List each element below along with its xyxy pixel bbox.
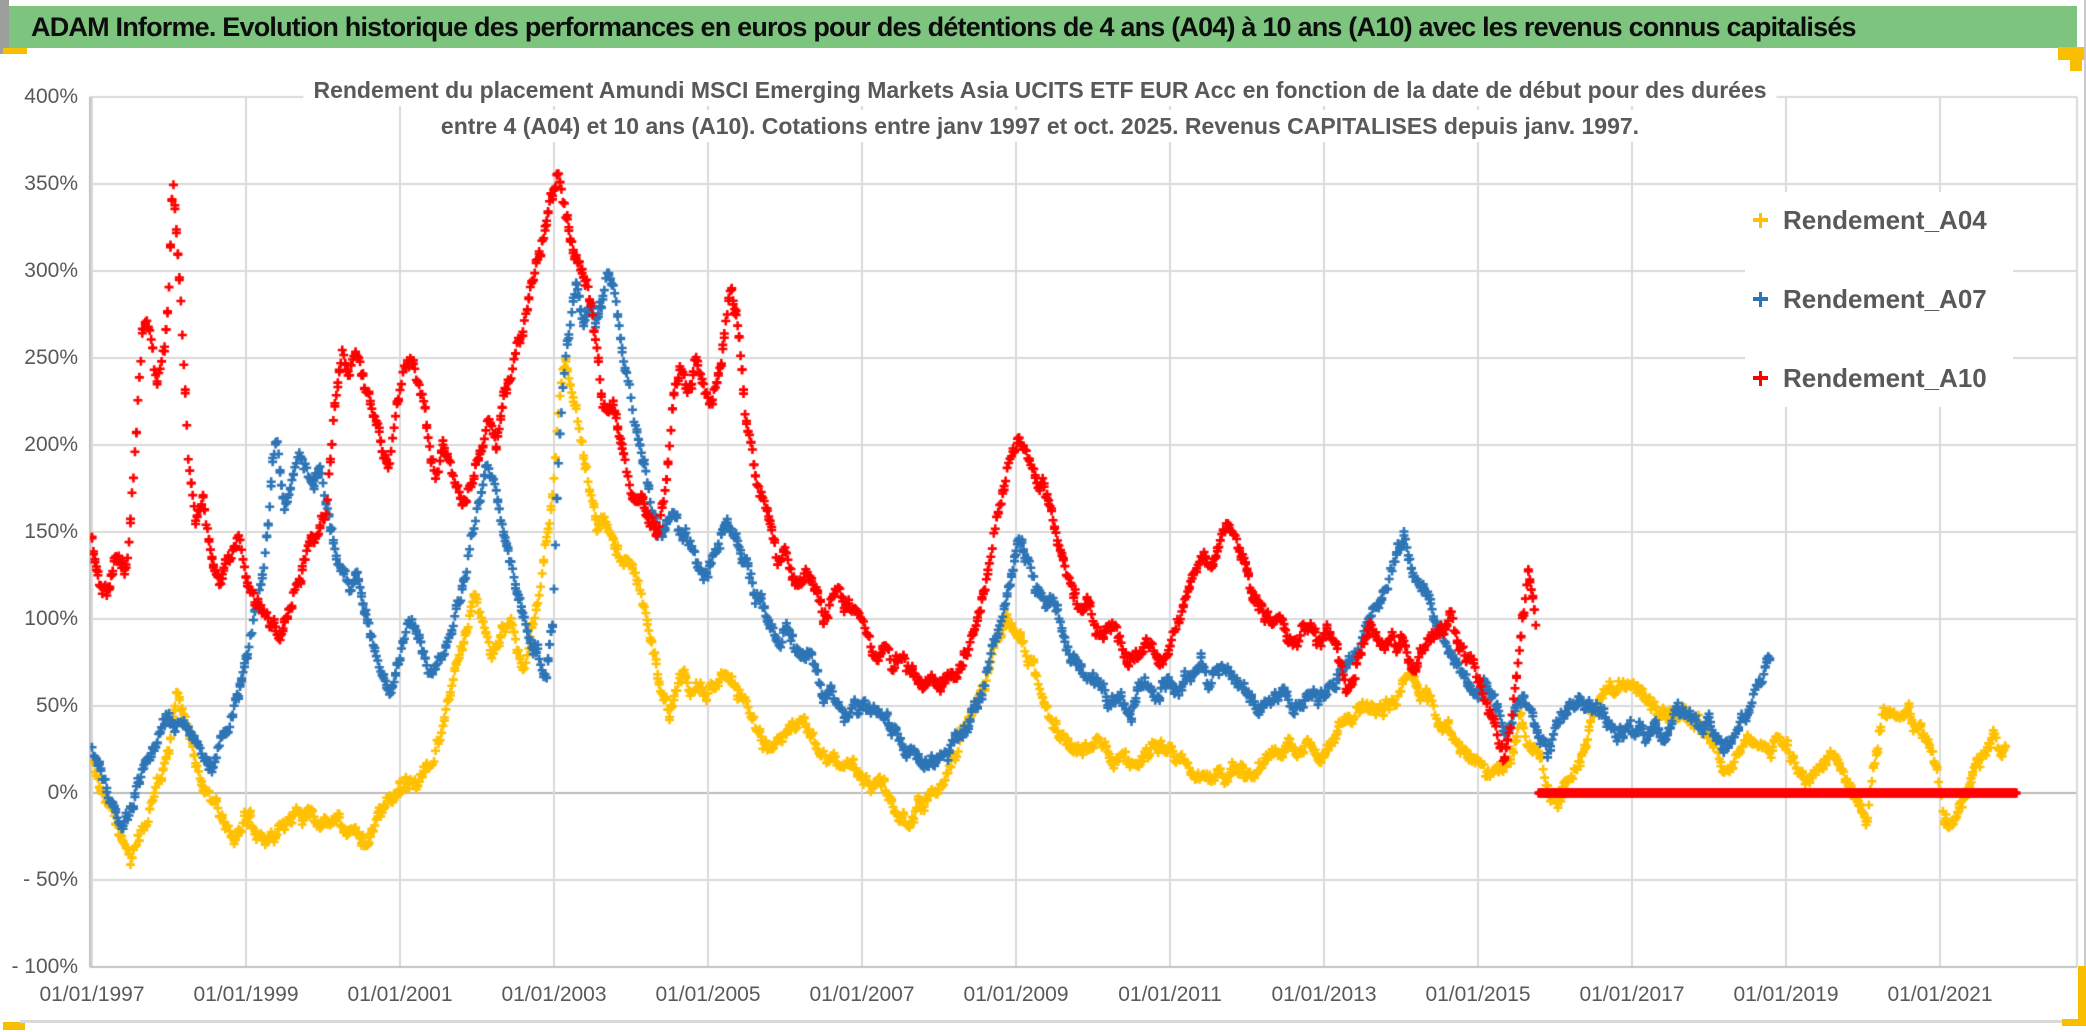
plus-marker-icon xyxy=(1753,291,1768,307)
legend-item-rendement-a04[interactable]: Rendement_A04 xyxy=(1753,202,1987,238)
y-axis-label: 100% xyxy=(24,607,78,630)
x-axis-label: 01/01/2021 xyxy=(1887,983,1993,1006)
x-axis-label: 01/01/1999 xyxy=(193,983,299,1006)
y-axis-label: 50% xyxy=(35,694,78,717)
y-axis-label: 300% xyxy=(24,259,78,282)
y-axis-label: 250% xyxy=(24,346,78,369)
plus-marker-icon xyxy=(1753,370,1768,386)
y-axis-label: 150% xyxy=(24,520,78,543)
x-axis-label: 01/01/2007 xyxy=(809,983,915,1006)
plus-marker-icon xyxy=(1753,212,1768,228)
legend-label: Rendement_A04 xyxy=(1783,204,1987,235)
x-axis-label: 01/01/2011 xyxy=(1118,983,1222,1006)
x-axis-label: 01/01/2015 xyxy=(1425,983,1531,1006)
legend-label: Rendement_A10 xyxy=(1783,362,1987,393)
y-axis-label: 200% xyxy=(24,433,78,456)
chart-title-line1: Rendement du placement Amundi MSCI Emerg… xyxy=(303,74,1777,106)
chart-title-line2: entre 4 (A04) et 10 ans (A10). Cotations… xyxy=(430,110,1650,142)
y-axis-label: 400% xyxy=(24,85,78,108)
x-axis-label: 01/01/2003 xyxy=(501,983,607,1006)
x-axis-label: 01/01/2001 xyxy=(347,983,453,1006)
y-axis-label: 350% xyxy=(24,172,78,195)
legend-item-rendement-a10[interactable]: Rendement_A10 xyxy=(1753,360,1987,396)
y-axis-label: 0% xyxy=(47,781,78,804)
x-axis-label: 01/01/2019 xyxy=(1733,983,1839,1006)
x-axis-label: 01/01/1997 xyxy=(39,983,145,1006)
x-axis-label: 01/01/2005 xyxy=(655,983,761,1006)
x-axis-label: 01/01/2009 xyxy=(963,983,1069,1006)
x-axis-label: 01/01/2017 xyxy=(1579,983,1685,1006)
y-axis-label: - 50% xyxy=(23,868,78,891)
x-axis-label: 01/01/2013 xyxy=(1271,983,1377,1006)
legend: Rendement_A04 Rendement_A07 Rendement_A1… xyxy=(1745,192,2013,407)
legend-label: Rendement_A07 xyxy=(1783,283,1987,314)
y-axis-label: - 100% xyxy=(11,955,78,978)
legend-item-rendement-a07[interactable]: Rendement_A07 xyxy=(1753,281,1987,317)
